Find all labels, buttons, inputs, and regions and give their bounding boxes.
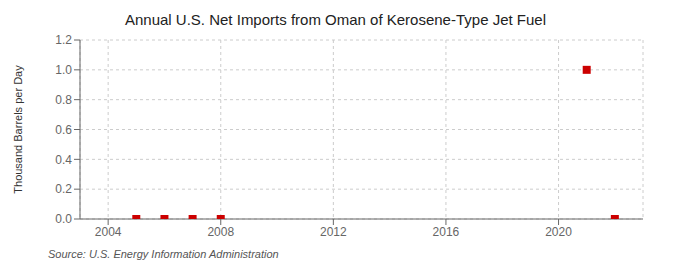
html-text:Source: U.S. Energy Informatio: Source: U.S. Energy Information Administ… bbox=[48, 248, 279, 260]
svg-text:2016: 2016 bbox=[433, 225, 460, 239]
svg-text:2004: 2004 bbox=[95, 225, 122, 239]
svg-text:2008: 2008 bbox=[207, 225, 234, 239]
svg-text:1.2: 1.2 bbox=[55, 33, 72, 47]
svg-text:0.2: 0.2 bbox=[55, 182, 72, 196]
html-text:Annual U.S. Net Imports from O: Annual U.S. Net Imports from Oman of Ker… bbox=[125, 11, 546, 28]
svg-text:0.8: 0.8 bbox=[55, 93, 72, 107]
svg-text:1.0: 1.0 bbox=[55, 63, 72, 77]
svg-text:0.0: 0.0 bbox=[55, 212, 72, 226]
svg-text:0.4: 0.4 bbox=[55, 153, 72, 167]
svg-text:2012: 2012 bbox=[320, 225, 347, 239]
svg-text:2020: 2020 bbox=[545, 225, 572, 239]
svg-text:0.6: 0.6 bbox=[55, 123, 72, 137]
svg-text:Thousand Barrels per Day: Thousand Barrels per Day bbox=[12, 65, 24, 194]
